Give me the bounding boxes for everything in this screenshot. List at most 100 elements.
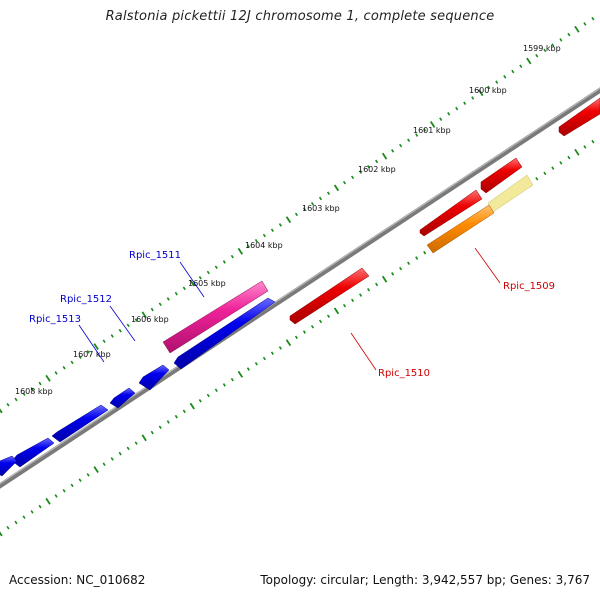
minor-tick: [487, 85, 491, 90]
gene-label-rpic-1511[interactable]: Rpic_1511: [129, 250, 181, 261]
kbp-label: 1605 kbp: [188, 279, 226, 288]
minor-tick: [439, 117, 443, 121]
minor-tick: [22, 392, 26, 396]
minor-tick: [423, 250, 427, 255]
minor-tick: [14, 520, 18, 525]
gene-arrow[interactable]: [162, 280, 269, 354]
minor-tick: [415, 133, 419, 137]
minor-tick: [206, 270, 210, 275]
kbp-labels: 1599 kbp 1600 kbp 1601 kbp 1602 kbp 1603…: [15, 44, 561, 396]
minor-tick: [30, 387, 34, 391]
major-tick: [285, 339, 292, 347]
minor-tick: [359, 293, 363, 297]
major-tick: [574, 148, 580, 156]
minor-tick: [423, 127, 427, 132]
minor-tick: [126, 323, 130, 328]
minor-tick: [70, 360, 74, 365]
minor-tick: [86, 350, 90, 354]
gene-arrow[interactable]: [558, 97, 600, 137]
minor-tick: [278, 223, 282, 227]
kbp-label: 1602 kbp: [358, 165, 396, 174]
minor-tick: [14, 397, 18, 402]
minor-tick: [30, 510, 34, 514]
major-tick: [0, 408, 3, 414]
minor-tick: [62, 488, 66, 493]
topology-text: Topology: circular; Length: 3,942,557 bp…: [260, 573, 590, 587]
minor-tick: [38, 504, 42, 509]
minor-tick: [455, 106, 459, 111]
minor-tick: [198, 276, 202, 280]
major-tick: [526, 57, 532, 65]
major-tick: [237, 247, 244, 255]
minor-tick: [134, 441, 138, 445]
outer-scale-ticks: [0, 16, 595, 414]
minor-tick: [270, 228, 274, 232]
gene-label-rpic-1509[interactable]: Rpic_1509: [503, 281, 555, 292]
minor-tick: [166, 420, 170, 424]
minor-tick: [214, 388, 218, 393]
minor-tick: [318, 319, 323, 324]
gene-arrow[interactable]: [289, 267, 370, 325]
major-tick: [381, 152, 388, 160]
minor-tick: [318, 196, 323, 201]
major-tick: [45, 374, 51, 382]
minor-tick: [270, 351, 274, 355]
minor-tick: [158, 425, 162, 430]
kbp-label: 1601 kbp: [413, 126, 451, 135]
minor-tick: [254, 238, 258, 243]
minor-tick: [302, 207, 306, 211]
minor-tick: [182, 409, 186, 414]
major-tick: [333, 307, 340, 315]
minor-tick: [591, 139, 595, 144]
minor-tick: [567, 155, 571, 160]
gene-arrow[interactable]: [419, 189, 483, 237]
gene-arrow[interactable]: [173, 297, 276, 370]
minor-tick: [543, 171, 547, 176]
major-tick: [285, 216, 292, 224]
gene-arrow[interactable]: [480, 157, 523, 194]
minor-tick: [230, 377, 234, 382]
minor-tick: [134, 318, 138, 322]
minor-tick: [22, 515, 26, 519]
kbp-label: 1600 kbp: [469, 86, 507, 95]
kbp-label: 1608 kbp: [15, 387, 53, 396]
major-tick: [45, 497, 51, 505]
gene-arrow[interactable]: [51, 404, 109, 443]
major-tick: [141, 434, 147, 442]
minor-tick: [118, 451, 122, 456]
minor-tick: [78, 355, 82, 359]
minor-tick: [262, 356, 266, 361]
major-tick: [574, 25, 580, 33]
gene-labels: Rpic_1511 Rpic_1512 Rpic_1513 Rpic_1509 …: [29, 250, 555, 379]
minor-tick: [551, 43, 555, 47]
gene-label-rpic-1512[interactable]: Rpic_1512: [60, 294, 112, 305]
minor-tick: [110, 457, 114, 461]
minor-tick: [54, 371, 58, 375]
minor-tick: [535, 176, 539, 181]
minor-tick: [583, 22, 587, 26]
gene-label-rpic-1510[interactable]: Rpic_1510: [378, 368, 430, 379]
minor-tick: [54, 494, 58, 498]
kbp-label: 1606 kbp: [131, 315, 169, 324]
major-tick: [189, 279, 195, 287]
minor-tick: [399, 143, 403, 148]
minor-tick: [6, 402, 10, 407]
major-tick: [141, 311, 147, 319]
gene-arrow[interactable]: [109, 387, 136, 409]
gene-label-rpic-1513[interactable]: Rpic_1513: [29, 314, 81, 325]
minor-tick: [102, 339, 106, 344]
minor-tick: [222, 260, 226, 264]
major-tick: [0, 531, 3, 537]
gene-arrow[interactable]: [0, 455, 18, 477]
minor-tick: [294, 335, 298, 340]
plus-strand-genes: [162, 97, 600, 354]
minor-tick: [294, 212, 298, 217]
minor-tick: [559, 38, 563, 42]
gene-arrow[interactable]: [426, 204, 495, 254]
minor-tick: [174, 291, 178, 296]
gene-arrow[interactable]: [138, 364, 170, 391]
minor-tick: [214, 265, 218, 270]
minor-tick: [519, 64, 523, 69]
minor-tick: [391, 149, 395, 153]
